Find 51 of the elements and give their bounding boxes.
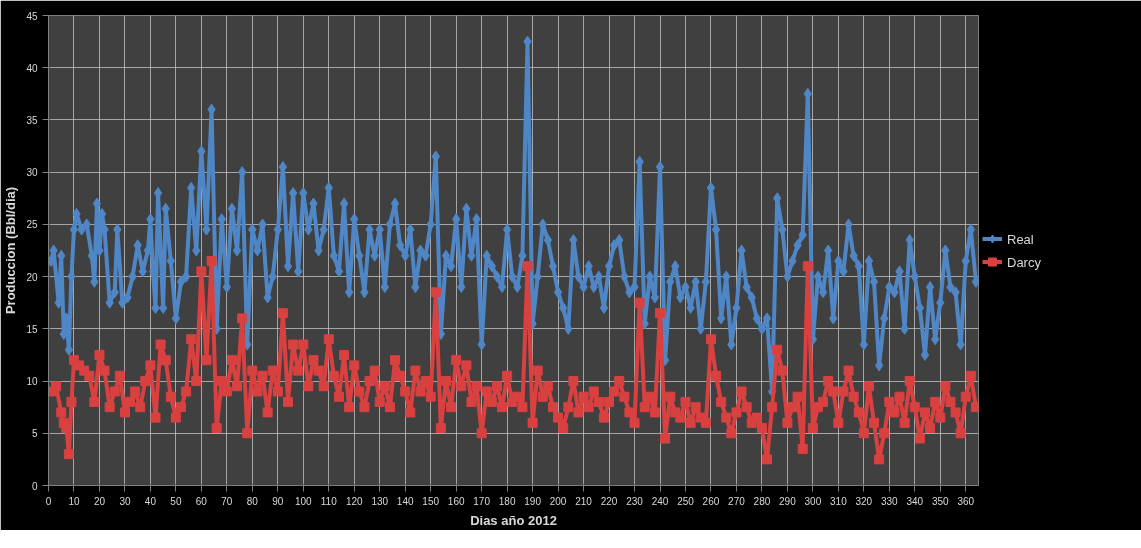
x-tick-label: 170 bbox=[473, 495, 491, 507]
x-tick-label: 10 bbox=[68, 495, 80, 507]
y-tick-label: 15 bbox=[26, 323, 38, 335]
x-tick-label: 360 bbox=[957, 495, 975, 507]
x-tick-label: 220 bbox=[600, 495, 618, 507]
x-tick-label: 130 bbox=[371, 495, 389, 507]
x-tick-label: 320 bbox=[855, 495, 873, 507]
y-tick-label: 30 bbox=[26, 167, 38, 179]
x-tick-label: 140 bbox=[396, 495, 414, 507]
x-tick-label: 330 bbox=[880, 495, 899, 507]
y-tick-label: 20 bbox=[26, 271, 38, 283]
x-tick-label: 30 bbox=[119, 495, 131, 507]
x-tick-label: 310 bbox=[830, 495, 848, 507]
x-tick-label: 210 bbox=[575, 495, 593, 507]
x-tick-label: 200 bbox=[549, 495, 567, 507]
x-tick-label: 290 bbox=[779, 495, 797, 507]
y-tick-label: 25 bbox=[26, 219, 38, 231]
x-tick-label: 260 bbox=[702, 495, 720, 507]
x-tick-label: 180 bbox=[498, 495, 516, 507]
legend-label: Darcy bbox=[1007, 254, 1041, 269]
x-tick-label: 270 bbox=[728, 495, 746, 507]
x-tick-label: 350 bbox=[931, 495, 950, 507]
x-tick-label: 300 bbox=[804, 495, 822, 507]
x-tick-label: 80 bbox=[246, 495, 259, 507]
x-tick-label: 40 bbox=[144, 495, 157, 507]
x-tick-label: 250 bbox=[677, 495, 695, 507]
x-tick-label: 110 bbox=[320, 495, 338, 507]
x-tick-label: 50 bbox=[170, 495, 182, 507]
x-tick-label: 340 bbox=[906, 495, 924, 507]
x-tick-label: 160 bbox=[447, 495, 465, 507]
x-tick-label: 280 bbox=[753, 495, 771, 507]
legend-label: Real bbox=[1007, 231, 1034, 246]
y-tick-label: 35 bbox=[26, 114, 38, 126]
x-tick-label: 190 bbox=[524, 495, 542, 507]
y-tick-label: 10 bbox=[26, 376, 38, 388]
x-tick-label: 150 bbox=[422, 495, 440, 507]
y-tick-label: 0 bbox=[31, 480, 38, 492]
y-tick-label: 45 bbox=[26, 10, 38, 22]
x-tick-label: 60 bbox=[195, 495, 208, 507]
x-tick-label: 90 bbox=[272, 495, 284, 507]
x-axis-title: Dias año 2012 bbox=[470, 512, 557, 528]
x-tick-label: 100 bbox=[294, 495, 313, 507]
x-tick-label: 120 bbox=[345, 495, 364, 507]
y-tick-label: 5 bbox=[31, 428, 38, 440]
x-tick-label: 20 bbox=[93, 495, 106, 507]
y-axis-title: Produccion (Bbl/dia) bbox=[3, 186, 19, 315]
x-tick-label: 240 bbox=[651, 495, 669, 507]
x-tick-label: 0 bbox=[45, 495, 52, 507]
x-tick-label: 230 bbox=[626, 495, 644, 507]
y-tick-label: 40 bbox=[26, 62, 38, 74]
x-tick-label: 70 bbox=[221, 495, 233, 507]
